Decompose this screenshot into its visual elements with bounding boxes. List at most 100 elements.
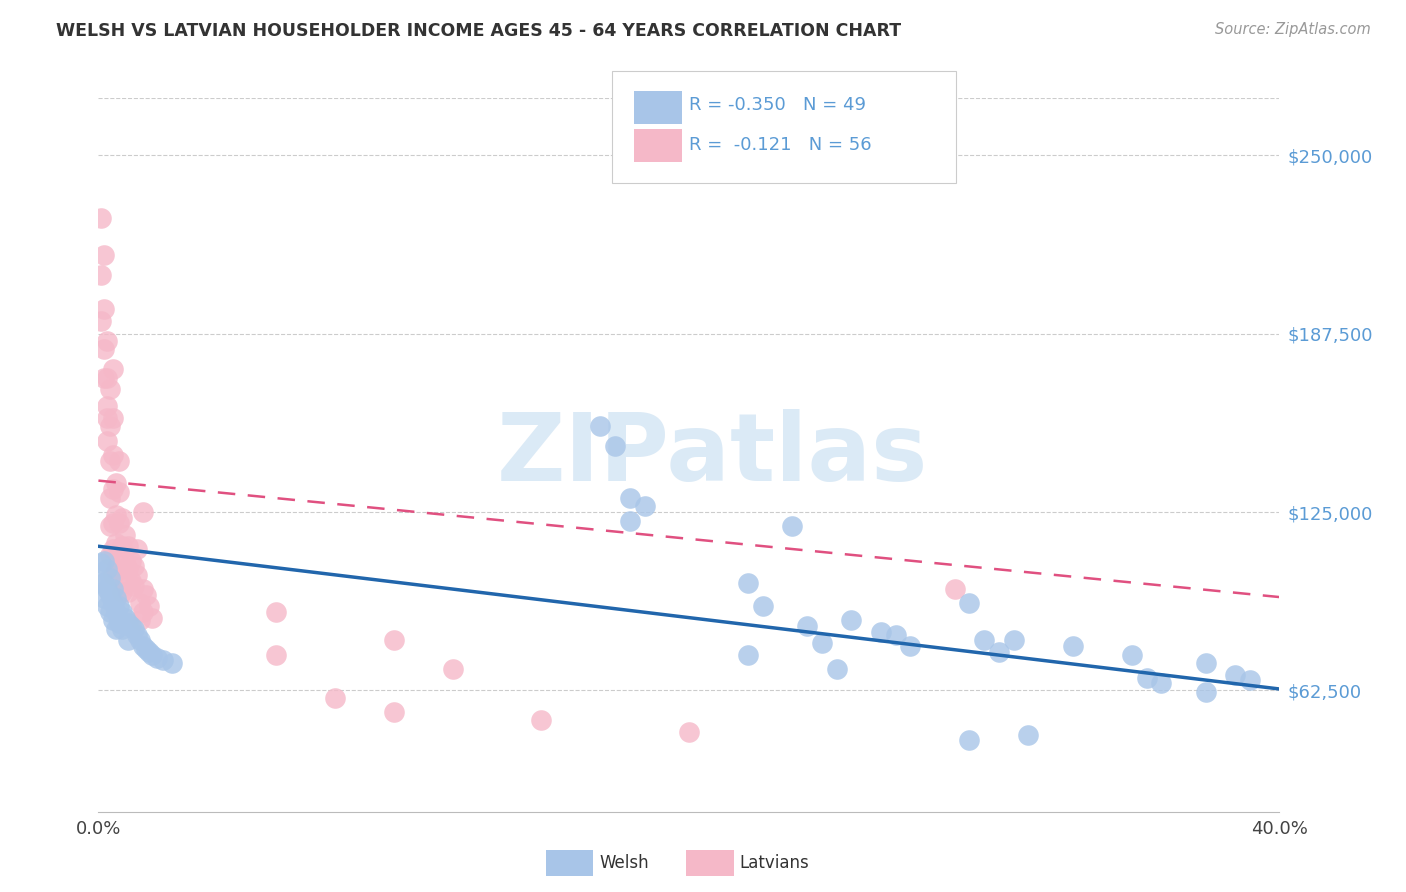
Point: [105, 591, 128, 605]
Point: [810, 636, 832, 650]
Point: [108, 599, 131, 614]
Point: [530, 714, 553, 728]
Point: [93, 591, 115, 605]
Point: [105, 562, 128, 576]
Point: [589, 419, 612, 434]
Point: [1239, 673, 1261, 688]
Point: [96, 410, 118, 425]
Point: [146, 650, 169, 665]
Point: [103, 482, 125, 496]
Point: [117, 539, 139, 553]
Point: [105, 476, 128, 491]
Point: [114, 528, 136, 542]
Point: [93, 248, 115, 262]
Point: [117, 616, 139, 631]
Point: [782, 519, 804, 533]
Point: [108, 616, 131, 631]
Point: [103, 542, 125, 557]
Point: [114, 576, 136, 591]
Point: [132, 505, 155, 519]
Point: [98, 382, 121, 396]
Point: [678, 724, 700, 739]
Point: [943, 582, 966, 596]
Point: [141, 610, 163, 624]
Point: [141, 648, 163, 662]
Point: [633, 500, 655, 514]
Point: [128, 596, 150, 610]
Point: [93, 302, 115, 317]
Point: [93, 553, 115, 567]
Point: [120, 574, 142, 588]
Point: [93, 576, 115, 591]
Point: [605, 439, 627, 453]
Point: [264, 605, 287, 619]
Point: [135, 588, 157, 602]
Point: [114, 553, 136, 567]
Point: [111, 605, 134, 619]
Point: [1062, 639, 1084, 653]
Text: Latvians: Latvians: [740, 855, 810, 872]
Point: [117, 633, 139, 648]
Point: [96, 334, 118, 348]
Point: [132, 605, 155, 619]
Point: [103, 516, 125, 531]
Point: [138, 645, 160, 659]
Point: [98, 519, 121, 533]
Point: [841, 614, 863, 628]
Text: R =  -0.121   N = 56: R = -0.121 N = 56: [689, 136, 872, 153]
Point: [90, 314, 112, 328]
Text: R = -0.350   N = 49: R = -0.350 N = 49: [689, 96, 866, 114]
Text: Source: ZipAtlas.com: Source: ZipAtlas.com: [1215, 22, 1371, 37]
Point: [869, 624, 891, 639]
Point: [382, 633, 405, 648]
Point: [117, 585, 139, 599]
Point: [117, 562, 139, 576]
Text: Welsh: Welsh: [599, 855, 648, 872]
Point: [105, 536, 128, 550]
Point: [108, 545, 131, 559]
Point: [382, 705, 405, 719]
Point: [98, 453, 121, 467]
Point: [122, 579, 145, 593]
Point: [125, 542, 148, 557]
Point: [103, 410, 125, 425]
Y-axis label: Householder Income Ages 45 - 64 years: Householder Income Ages 45 - 64 years: [0, 294, 7, 615]
Point: [108, 453, 131, 467]
Point: [96, 582, 118, 596]
Point: [122, 559, 145, 574]
Point: [90, 576, 112, 591]
Point: [323, 690, 346, 705]
Point: [105, 622, 128, 636]
Point: [96, 371, 118, 385]
Point: [90, 211, 112, 225]
Point: [132, 639, 155, 653]
Point: [98, 588, 121, 602]
Point: [103, 596, 125, 610]
Point: [96, 400, 118, 414]
Point: [900, 639, 922, 653]
Point: [162, 657, 183, 671]
Point: [973, 633, 995, 648]
Point: [152, 653, 174, 667]
Point: [264, 648, 287, 662]
Point: [1017, 728, 1039, 742]
Point: [111, 539, 134, 553]
Point: [128, 633, 150, 648]
Point: [1121, 648, 1143, 662]
Point: [441, 662, 464, 676]
Text: ZIPatlas: ZIPatlas: [496, 409, 928, 501]
Point: [1002, 633, 1025, 648]
Point: [128, 614, 150, 628]
Point: [1195, 685, 1218, 699]
Point: [125, 628, 148, 642]
Point: [1150, 676, 1173, 690]
Point: [959, 596, 981, 610]
Point: [138, 599, 160, 614]
Point: [105, 508, 128, 522]
Point: [737, 576, 759, 591]
Point: [103, 448, 125, 462]
Point: [111, 510, 134, 524]
Point: [135, 642, 157, 657]
Point: [111, 585, 134, 599]
Point: [93, 343, 115, 357]
